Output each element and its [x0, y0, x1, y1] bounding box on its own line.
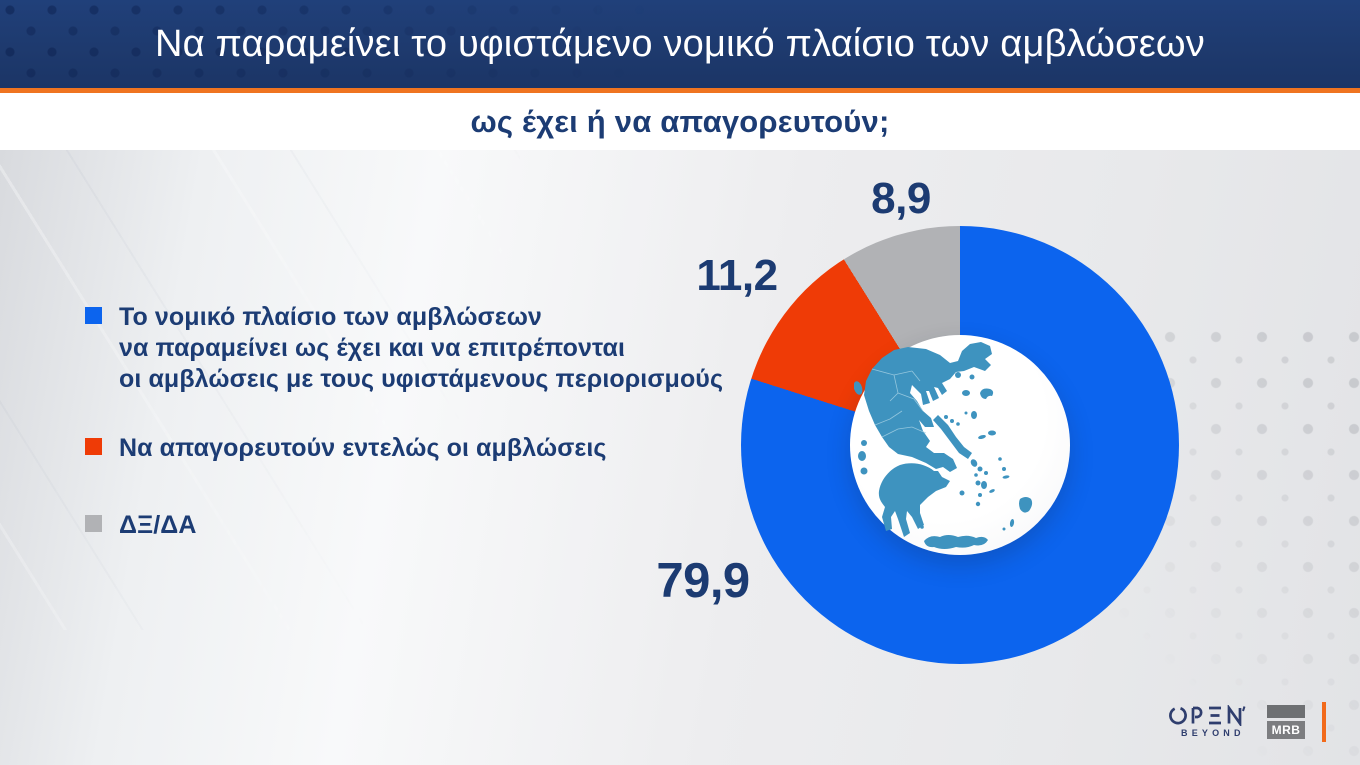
open-tv-logo	[1169, 705, 1246, 726]
mrb-logo-text: MRB	[1267, 721, 1305, 739]
value-label-ban-abortions: 11,2	[696, 251, 778, 300]
accent-rule	[0, 88, 1360, 93]
legend-label-line: ΔΞ/ΔΑ	[119, 511, 197, 539]
footer-orange-divider	[1322, 702, 1326, 742]
mrb-logo: MRB	[1267, 705, 1305, 739]
page-subtitle: ως έχει ή να απαγορευτούν;	[470, 103, 890, 139]
page-title: Να παραμείνει το υφιστάμενο νομικό πλαίσ…	[155, 22, 1205, 65]
legend-swatch-gray	[85, 515, 102, 532]
legend-swatch-blue	[85, 307, 102, 324]
header-banner: Να παραμείνει το υφιστάμενο νομικό πλαίσ…	[0, 0, 1360, 88]
legend-label-line: Να απαγορευτούν εντελώς οι αμβλώσεις	[119, 434, 607, 462]
legend-label-line: να παραμείνει ως έχει και να επιτρέποντα…	[119, 334, 626, 362]
legend-label-line: οι αμβλώσεις με τους υφιστάμενους περιορ…	[119, 365, 724, 393]
legend-swatch-red	[85, 438, 102, 455]
banner-dot-pattern	[0, 0, 760, 88]
legend-item-keep-framework: Το νομικό πλαίσιο των αμβλώσεων να παραμ…	[85, 302, 723, 395]
donut-chart	[741, 226, 1179, 664]
legend-label: Το νομικό πλαίσιο των αμβλώσεων να παραμ…	[119, 302, 723, 395]
donut-hole	[850, 335, 1070, 555]
legend-label: Να απαγορευτούν εντελώς οι αμβλώσεις	[119, 433, 607, 464]
value-label-dont-know: 8,9	[871, 174, 931, 223]
open-tagline: BEYOND	[1181, 728, 1245, 738]
legend-item-dont-know: ΔΞ/ΔΑ	[85, 510, 197, 541]
chart-stage: Το νομικό πλαίσιο των αμβλώσεων να παραμ…	[0, 150, 1360, 765]
subtitle-strip: ως έχει ή να απαγορευτούν;	[0, 93, 1360, 150]
background-streaks	[0, 150, 520, 630]
legend-label-line: Το νομικό πλαίσιο των αμβλώσεων	[119, 303, 542, 331]
legend-item-ban-abortions: Να απαγορευτούν εντελώς οι αμβλώσεις	[85, 433, 607, 464]
legend-label: ΔΞ/ΔΑ	[119, 510, 197, 541]
mrb-logo-bar	[1267, 705, 1305, 718]
greece-map-icon	[854, 342, 1033, 549]
value-label-keep-framework: 79,9	[656, 554, 750, 608]
